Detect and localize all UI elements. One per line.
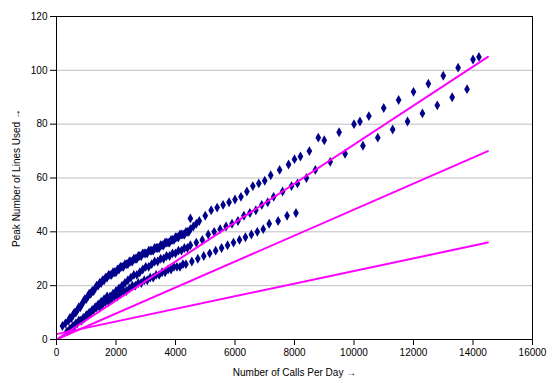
svg-text:20: 20 <box>36 280 48 291</box>
svg-text:Number of Calls Per Day →: Number of Calls Per Day → <box>233 367 356 378</box>
svg-text:80: 80 <box>36 118 48 129</box>
svg-text:Peak Number of Lines Used →: Peak Number of Lines Used → <box>11 109 22 247</box>
svg-text:14000: 14000 <box>459 347 487 358</box>
svg-text:8000: 8000 <box>283 347 306 358</box>
svg-text:16000: 16000 <box>519 347 547 358</box>
svg-text:2000: 2000 <box>105 347 128 358</box>
svg-text:4000: 4000 <box>164 347 187 358</box>
svg-text:0: 0 <box>42 334 48 345</box>
svg-text:60: 60 <box>36 172 48 183</box>
svg-text:120: 120 <box>31 11 48 22</box>
svg-text:12000: 12000 <box>400 347 428 358</box>
svg-text:6000: 6000 <box>224 347 247 358</box>
svg-text:100: 100 <box>31 65 48 76</box>
svg-text:0: 0 <box>54 347 60 358</box>
svg-text:10000: 10000 <box>340 347 368 358</box>
svg-text:40: 40 <box>36 226 48 237</box>
